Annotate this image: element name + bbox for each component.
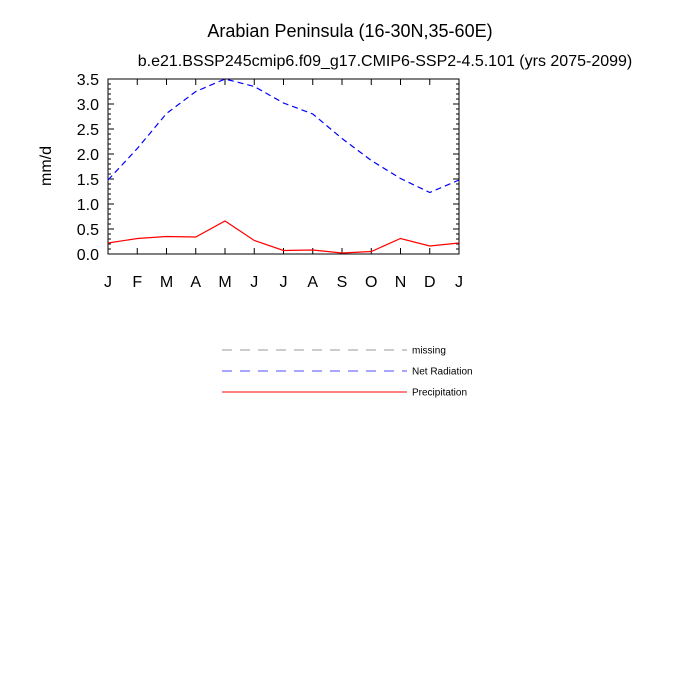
- plot-frame: [107, 78, 460, 255]
- y-tick-label: 0.0: [77, 247, 99, 264]
- chart-title: Arabian Peninsula (16-30N,35-60E): [207, 21, 492, 41]
- x-tick-label: D: [424, 274, 436, 291]
- chart-subtitle: b.e21.BSSP245cmip6.f09_g17.CMIP6-SSP2-4.…: [138, 53, 633, 70]
- legend-label: Net Radiation: [412, 367, 473, 378]
- x-tick-label: A: [307, 274, 318, 291]
- x-tick-label: J: [280, 274, 288, 291]
- y-tick-label: 2.0: [77, 147, 99, 164]
- x-tick-label: M: [218, 274, 231, 291]
- x-tick-label: O: [365, 274, 377, 291]
- series-line-net-radiation: [107, 78, 460, 194]
- x-tick-label: S: [337, 274, 348, 291]
- y-tick-label: 1.0: [77, 197, 99, 214]
- series-layer: [107, 78, 460, 254]
- y-tick-label: 0.5: [77, 222, 99, 239]
- y-tick-label: 1.5: [77, 172, 99, 189]
- x-tick-label: J: [104, 274, 112, 291]
- x-tick-label: N: [395, 274, 407, 291]
- legend: missing Net Radiation Precipitation: [222, 346, 473, 399]
- legend-label: missing: [412, 346, 446, 357]
- axis-ticks: 0.00.51.01.52.02.53.03.5J F M A M J J A S O N D J: [77, 72, 463, 291]
- x-tick-label: F: [132, 274, 142, 291]
- x-tick-label: J: [250, 274, 258, 291]
- x-tick-label: J: [455, 274, 463, 291]
- legend-label: Precipitation: [412, 388, 467, 399]
- x-tick-label: M: [160, 274, 173, 291]
- y-tick-label: 3.5: [77, 72, 99, 89]
- x-tick-label: A: [190, 274, 201, 291]
- y-tick-label: 2.5: [77, 122, 99, 139]
- y-tick-label: 3.0: [77, 97, 99, 114]
- y-axis-label: mm/d: [38, 146, 55, 186]
